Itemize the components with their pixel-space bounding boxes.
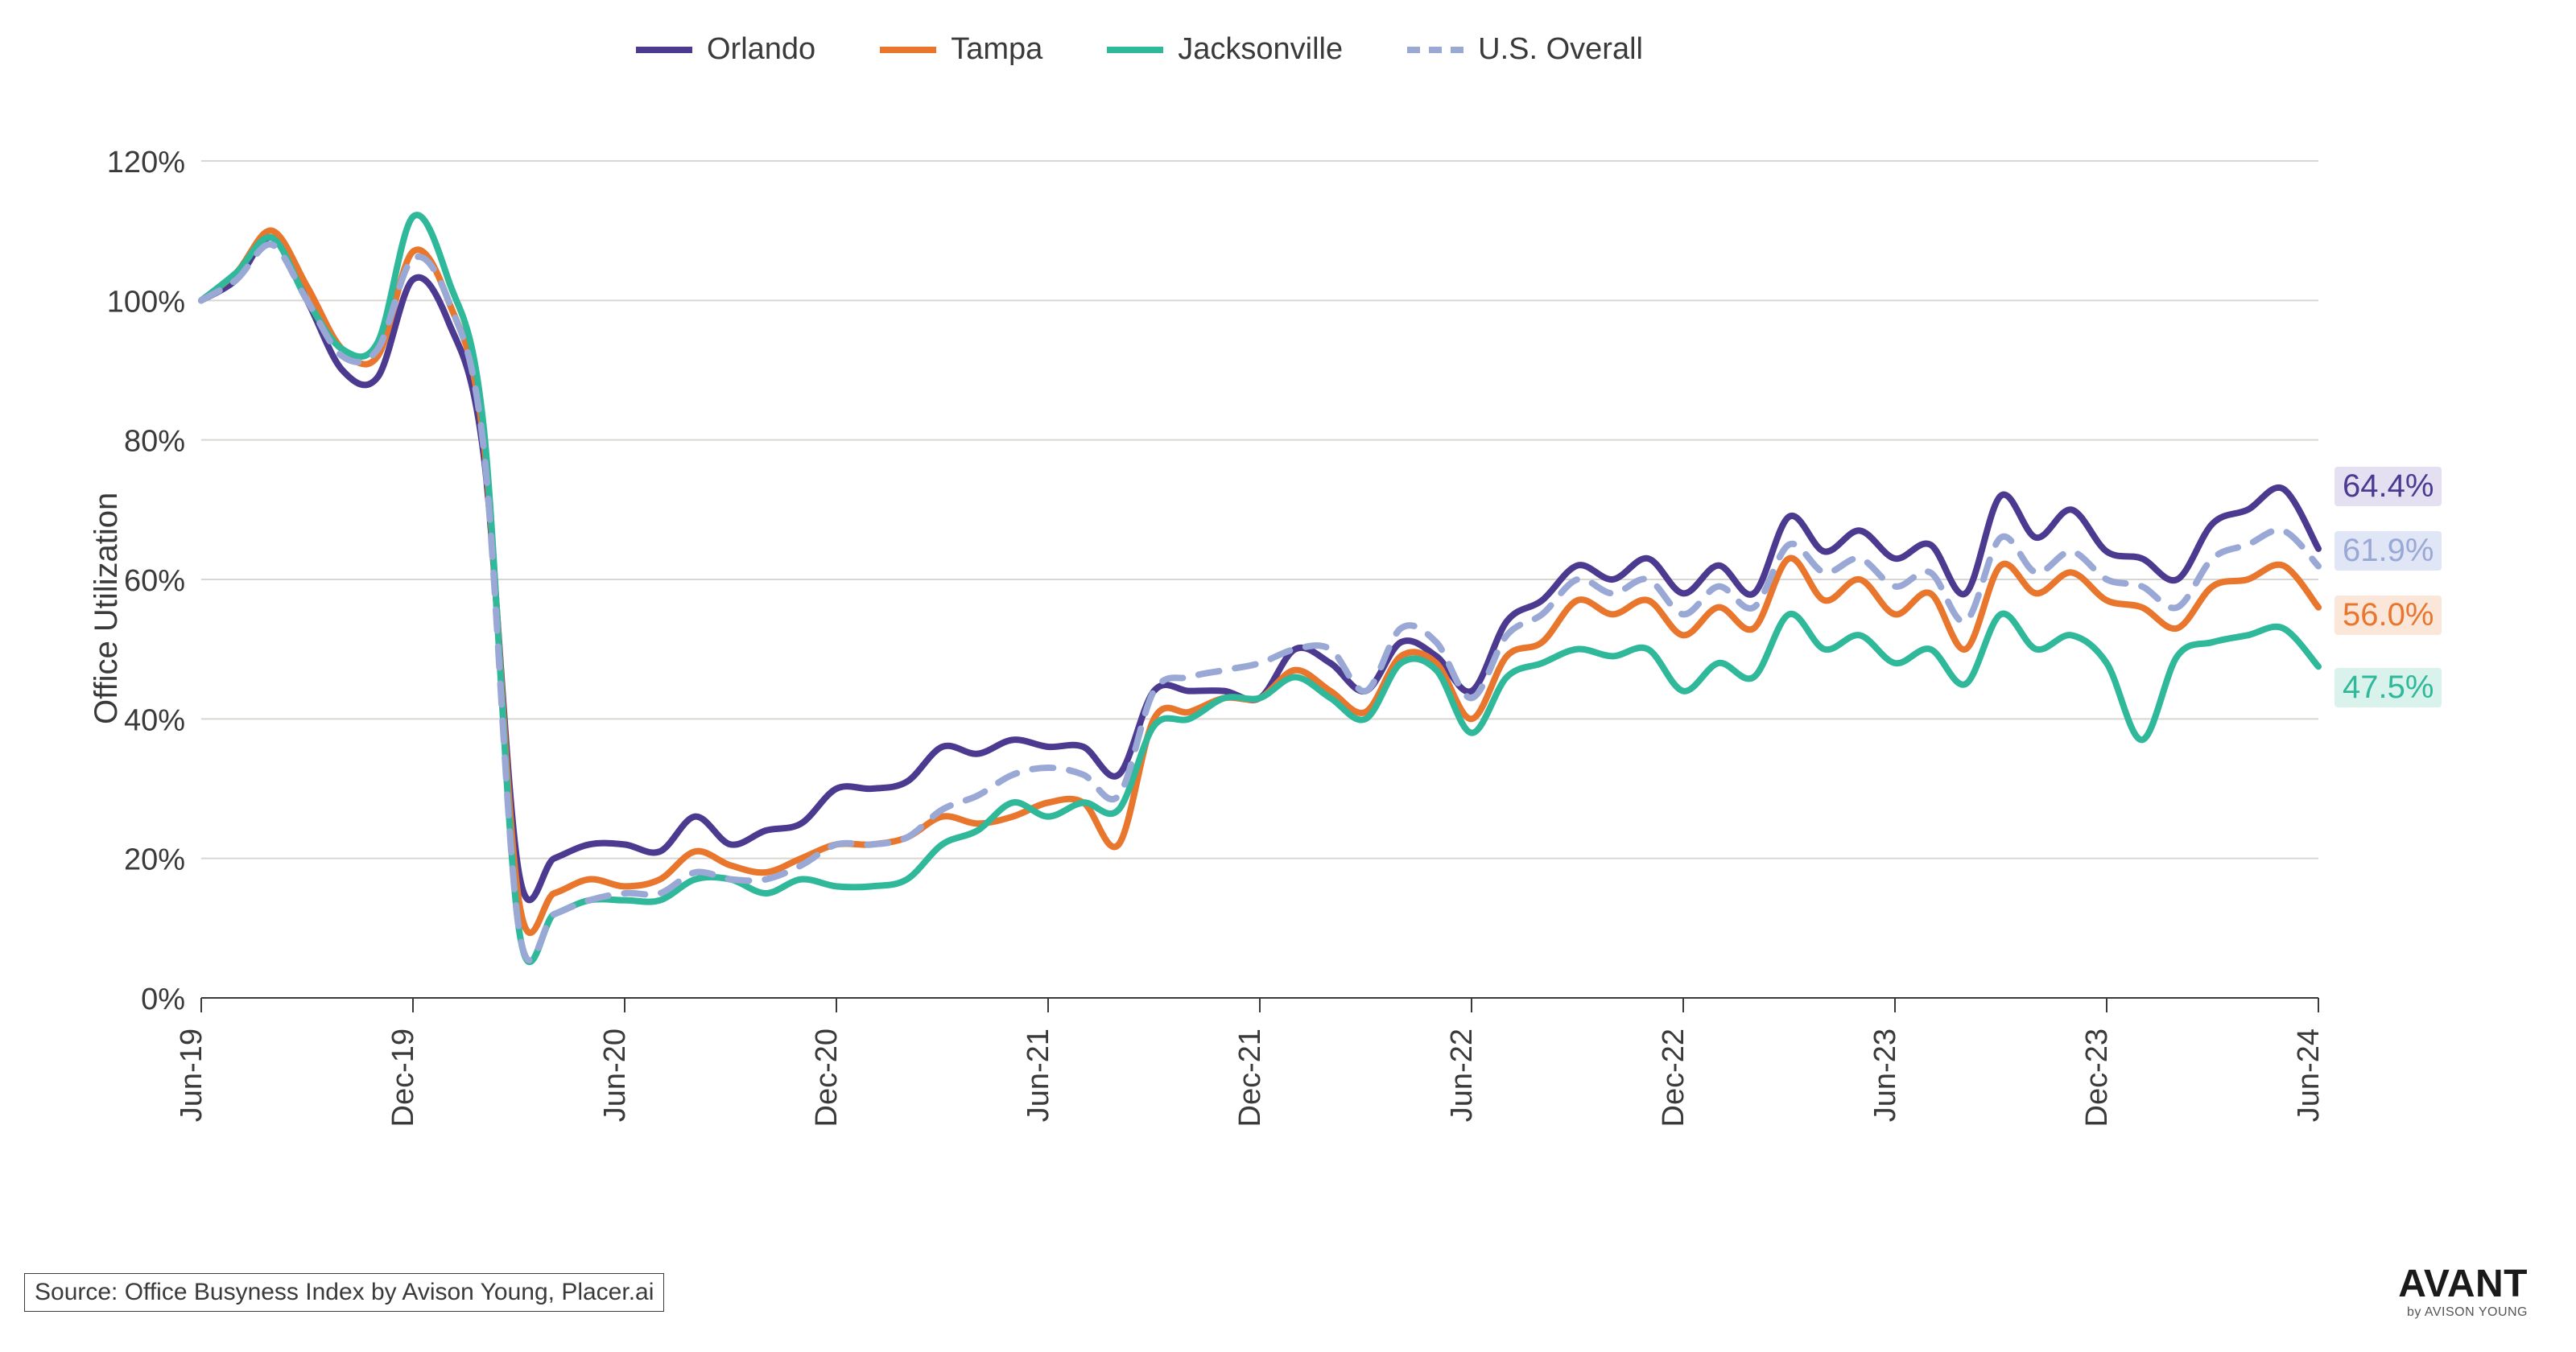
svg-text:Dec-22: Dec-22 xyxy=(1657,1028,1690,1127)
legend-item-u-s-overall: U.S. Overall xyxy=(1407,32,1643,67)
svg-text:60%: 60% xyxy=(124,564,185,598)
source-note: Source: Office Busyness Index by Avison … xyxy=(24,1273,664,1312)
svg-text:Jun-20: Jun-20 xyxy=(598,1028,632,1122)
legend-label: U.S. Overall xyxy=(1478,32,1643,67)
legend-label: Tampa xyxy=(951,32,1042,67)
end-label-orlando: 64.4% xyxy=(2334,467,2442,506)
brand-main-text: AVANT xyxy=(2398,1265,2528,1304)
svg-text:0%: 0% xyxy=(141,983,185,1016)
svg-text:Jun-21: Jun-21 xyxy=(1022,1028,1055,1122)
svg-text:100%: 100% xyxy=(107,285,185,319)
svg-text:20%: 20% xyxy=(124,843,185,877)
end-label-jacksonville: 47.5% xyxy=(2334,668,2442,707)
chart-legend: Orlando Tampa Jacksonville U.S. Overall xyxy=(636,32,1643,67)
svg-text:Dec-23: Dec-23 xyxy=(2080,1028,2114,1127)
legend-item-tampa: Tampa xyxy=(880,32,1042,67)
svg-text:120%: 120% xyxy=(107,146,185,179)
svg-text:Jun-22: Jun-22 xyxy=(1445,1028,1479,1122)
legend-swatch xyxy=(1107,47,1163,53)
brand-logo: AVANT by AVISON YOUNG xyxy=(2398,1265,2528,1320)
legend-swatch xyxy=(1407,47,1463,53)
svg-text:Dec-20: Dec-20 xyxy=(810,1028,844,1127)
svg-text:80%: 80% xyxy=(124,425,185,459)
chart-canvas: 0% 20% 40% 60% 80% 100% 120% Jun-19 Dec-19 Jun-20… xyxy=(0,0,2576,1352)
svg-text:Jun-19: Jun-19 xyxy=(175,1028,208,1122)
chart-page: 0% 20% 40% 60% 80% 100% 120% Jun-19 Dec-19 Jun-20… xyxy=(0,0,2576,1352)
series-line-tampa xyxy=(201,231,2318,934)
legend-label: Orlando xyxy=(707,32,815,67)
legend-item-orlando: Orlando xyxy=(636,32,815,67)
svg-text:Jun-23: Jun-23 xyxy=(1868,1028,1902,1122)
brand-sub-text: by AVISON YOUNG xyxy=(2398,1305,2528,1320)
end-label-u-s-overall: 61.9% xyxy=(2334,531,2442,571)
svg-text:Jun-24: Jun-24 xyxy=(2292,1028,2326,1122)
legend-item-jacksonville: Jacksonville xyxy=(1107,32,1343,67)
svg-text:40%: 40% xyxy=(124,703,185,737)
legend-swatch xyxy=(636,47,692,53)
svg-text:Dec-19: Dec-19 xyxy=(386,1028,420,1127)
legend-swatch xyxy=(880,47,936,53)
end-label-tampa: 56.0% xyxy=(2334,596,2442,635)
legend-label: Jacksonville xyxy=(1178,32,1343,67)
svg-text:Dec-21: Dec-21 xyxy=(1233,1028,1267,1127)
y-axis-title: Office Utilization xyxy=(89,493,125,724)
